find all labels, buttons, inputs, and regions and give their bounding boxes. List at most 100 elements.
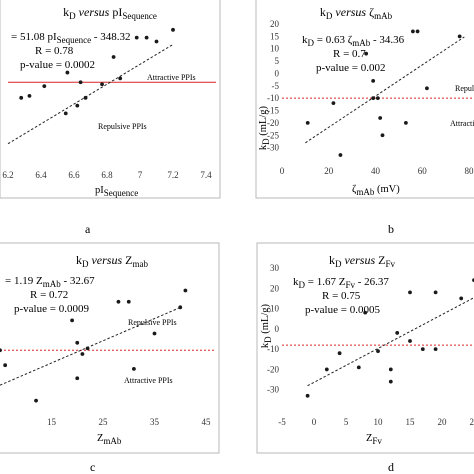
panel-a-x-tick-label: 7 — [138, 170, 143, 180]
panel-b-y-tick-label: -5 — [272, 81, 280, 91]
panel-d-y-tick-label: 0 — [275, 324, 280, 334]
panel-a-frame — [0, 0, 221, 199]
panel-b: kD versus ζmAb kD = 0.63 ζmAb - 34.36 R … — [255, 0, 474, 236]
panel-d-x-tick-label: 10 — [374, 417, 384, 427]
panel-a: kD versus pISequence = 51.08 pISequence … — [0, 0, 221, 236]
panel-a-plot: 6.2 6.4 6.6 6.8 7 7.2 7.4 — [2, 27, 216, 180]
panel-a-x-tick-label: 6.8 — [101, 170, 113, 180]
panel-c: kD versus Zmab = 1.19 ZmAb - 32.67 R = 0… — [0, 242, 220, 474]
panel-c-data-point — [80, 352, 85, 356]
panel-b-plot: 0 20 40 60 80 -30 -25 -20 -15 -10 -5 0 5 10 15 20 — [267, 19, 474, 176]
panel-c-x-tick-label: 25 — [99, 417, 109, 427]
panel-d-p-value: p-value = 0.0005 — [305, 304, 380, 316]
panel-c-x-tick-label: 15 — [47, 417, 57, 427]
panel-d-data-point — [305, 393, 310, 398]
panel-b-y-tick-label: -20 — [267, 118, 279, 128]
panel-a-x-tick-label: 6.6 — [68, 170, 80, 180]
panel-a-data-point — [65, 70, 70, 75]
panel-b-y-tick-label: 20 — [270, 19, 280, 29]
panel-b-y-tick-label: 5 — [275, 56, 280, 66]
panel-a-data-point — [118, 76, 123, 81]
panel-a-r-value: R = 0.78 — [35, 45, 74, 57]
panel-a-data-point — [75, 103, 80, 108]
panel-c-frame — [0, 242, 220, 454]
panel-b-data-point — [338, 153, 343, 157]
panel-b-data-point — [403, 121, 408, 125]
panel-d-data-point — [433, 347, 438, 352]
panel-a-data-point — [111, 55, 116, 59]
panel-c-trendline — [0, 307, 181, 386]
panel-d-x-tick-label: -5 — [278, 417, 286, 427]
panel-c-title: kD versus Zmab — [76, 253, 149, 269]
panel-a-x-tick-label: 7.4 — [200, 170, 212, 180]
panel-a-upper-note: Attractive PPIs — [147, 73, 196, 82]
panel-d-title: kD versus ZFv — [329, 253, 396, 269]
panel-a-p-value: p-value = 0.0002 — [20, 59, 95, 71]
panel-a-data-point — [27, 93, 32, 98]
panel-b-p-value: p-value = 0.002 — [316, 62, 385, 74]
panel-d-data-point — [388, 379, 393, 384]
panel-a-trendline — [7, 44, 174, 145]
panel-b-y-tick-label: -10 — [267, 93, 279, 103]
panel-c-lower-note: Attractive PPIs — [124, 376, 173, 385]
panel-b-trendline — [305, 36, 465, 144]
panel-c-x-tick-label: 45 — [202, 417, 212, 427]
panel-a-data-point — [63, 111, 68, 116]
panel-a-x-tick-label: 6.4 — [35, 170, 47, 180]
panel-a-data-point — [134, 35, 139, 40]
panel-d-data-point — [433, 290, 438, 295]
panel-d-r-value: R = 0.75 — [322, 290, 361, 302]
panel-d-data-point — [388, 367, 393, 372]
panel-d-y-tick-label: -20 — [267, 364, 279, 374]
panel-d-x-axis-label: ZFv — [366, 433, 382, 446]
panel-b-data-point — [331, 101, 336, 106]
panel-d-data-point — [356, 365, 361, 370]
panel-b-data-point — [371, 96, 376, 101]
panel-d-data-point — [395, 331, 400, 335]
panel-d-y-tick-label: -30 — [267, 385, 279, 395]
panel-c-x-axis-label: ZmAb — [97, 433, 122, 446]
panel-d: kD versus ZFv kD = 1.67 ZFv - 26.37 R = … — [256, 242, 474, 474]
panel-a-data-point — [144, 35, 149, 40]
panel-b-y-tick-label: -25 — [267, 130, 279, 140]
panel-b-x-tick-label: 60 — [418, 166, 428, 176]
panel-c-data-point — [132, 367, 136, 371]
panel-b-data-point — [371, 78, 376, 83]
panel-b-data-point — [425, 86, 429, 91]
panel-d-x-tick-label: 20 — [438, 417, 448, 427]
panel-b-y-tick-label: 10 — [270, 44, 280, 54]
panel-b-data-point — [378, 116, 383, 120]
panel-d-equation: kD = 1.67 ZFv - 26.37 — [293, 276, 389, 290]
panel-b-y-axis-label: kD (mL/g) — [258, 105, 271, 150]
panel-c-data-point — [34, 398, 38, 403]
panel-c-letter: c — [90, 460, 95, 474]
panel-d-data-point — [376, 349, 380, 354]
panel-d-y-tick-label: -10 — [267, 344, 279, 354]
panel-a-x-tick-label: 7.2 — [167, 170, 178, 180]
panel-b-x-axis-label: ζmAb (mV) — [352, 184, 400, 197]
panel-b-y-tick-label: 0 — [275, 68, 280, 78]
panel-c-data-point — [178, 305, 183, 310]
panel-d-x-tick-label: 5 — [344, 417, 349, 427]
panel-d-x-tick-label: 25 — [470, 417, 474, 427]
panel-b-x-tick-label: 40 — [371, 166, 381, 176]
panel-a-letter: a — [85, 222, 91, 236]
panel-b-data-point — [305, 121, 310, 125]
panel-b-x-tick-label: 20 — [324, 166, 334, 176]
panel-d-y-tick-label: 10 — [270, 304, 280, 314]
panel-a-data-point — [100, 82, 104, 87]
panel-c-r-value: R = 0.72 — [30, 289, 68, 301]
panel-d-frame — [256, 242, 474, 454]
panel-d-y-tick-label: 30 — [270, 263, 280, 273]
panel-d-data-point — [408, 290, 412, 295]
panel-a-lower-note: Repulsive PPIs — [98, 122, 147, 131]
panel-a-x-tick-label: 6.2 — [2, 170, 13, 180]
panel-d-x-tick-label: 0 — [312, 417, 317, 427]
panel-b-data-point — [380, 133, 385, 138]
panel-b-y-tick-label: -15 — [267, 106, 279, 116]
panel-b-title: kD versus ζmAb — [320, 5, 393, 21]
panel-b-upper-note: Repulsi — [455, 84, 474, 93]
panel-d-data-point — [337, 351, 342, 356]
panel-c-data-point — [152, 331, 157, 336]
panel-b-data-point — [411, 29, 415, 34]
